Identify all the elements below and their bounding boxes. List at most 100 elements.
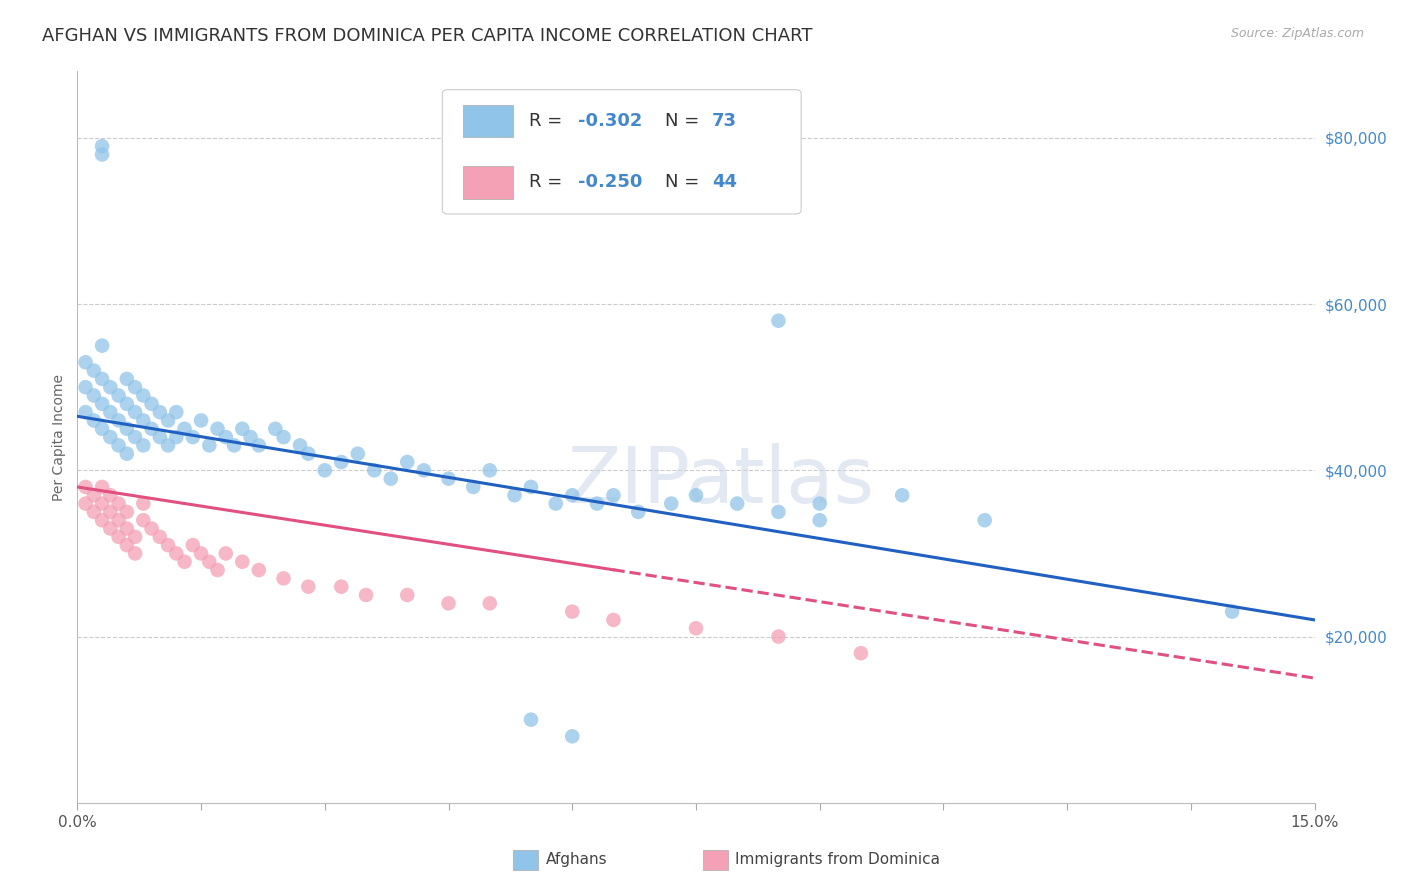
Point [288, 438, 311, 452]
Point [141, 521, 163, 535]
Point [181, 538, 204, 552]
Point [273, 571, 295, 585]
Point [91, 372, 114, 386]
Point [198, 438, 221, 452]
Point [768, 505, 790, 519]
Point [83, 488, 105, 502]
Point [412, 463, 434, 477]
Point [190, 413, 212, 427]
Point [231, 555, 253, 569]
Point [165, 546, 187, 560]
Point [544, 497, 567, 511]
Point [75, 497, 97, 511]
Point [239, 430, 262, 444]
Point [83, 363, 105, 377]
Point [198, 555, 221, 569]
Text: AFGHAN VS IMMIGRANTS FROM DOMINICA PER CAPITA INCOME CORRELATION CHART: AFGHAN VS IMMIGRANTS FROM DOMINICA PER C… [42, 27, 813, 45]
Point [297, 447, 319, 461]
Bar [464, 167, 513, 199]
Point [520, 713, 543, 727]
Point [149, 430, 172, 444]
Point [91, 480, 114, 494]
Y-axis label: Per Capita Income: Per Capita Income [52, 374, 66, 500]
Point [83, 505, 105, 519]
Point [363, 463, 385, 477]
Point [768, 314, 790, 328]
Point [98, 488, 121, 502]
Point [561, 488, 583, 502]
Text: -0.302: -0.302 [578, 112, 643, 130]
Point [91, 497, 114, 511]
Point [107, 513, 129, 527]
Point [98, 521, 121, 535]
Point [124, 430, 146, 444]
Point [91, 139, 114, 153]
Point [478, 463, 501, 477]
Point [396, 455, 419, 469]
Point [561, 729, 583, 743]
Point [75, 480, 97, 494]
Point [602, 613, 624, 627]
Point [107, 530, 129, 544]
Point [124, 530, 146, 544]
Point [107, 388, 129, 402]
Text: Immigrants from Dominica: Immigrants from Dominica [735, 853, 941, 867]
Point [215, 546, 238, 560]
Point [561, 605, 583, 619]
Text: Afghans: Afghans [546, 853, 607, 867]
Point [124, 380, 146, 394]
Point [627, 505, 650, 519]
Point [115, 447, 138, 461]
Point [520, 480, 543, 494]
Point [247, 563, 270, 577]
Point [264, 422, 287, 436]
Point [808, 497, 831, 511]
Bar [464, 105, 513, 137]
Point [141, 422, 163, 436]
Point [849, 646, 872, 660]
Point [725, 497, 748, 511]
Point [75, 405, 97, 419]
Point [586, 497, 609, 511]
Point [330, 580, 353, 594]
Point [190, 546, 212, 560]
Point [768, 630, 790, 644]
Point [503, 488, 526, 502]
Point [115, 397, 138, 411]
Point [98, 430, 121, 444]
Point [98, 405, 121, 419]
Text: 73: 73 [711, 112, 737, 130]
Point [115, 422, 138, 436]
Point [602, 488, 624, 502]
Point [157, 438, 180, 452]
Point [437, 596, 460, 610]
Text: R =: R = [529, 112, 568, 130]
Text: N =: N = [665, 173, 704, 191]
Text: R =: R = [529, 173, 568, 191]
Text: Source: ZipAtlas.com: Source: ZipAtlas.com [1230, 27, 1364, 40]
Point [330, 455, 353, 469]
Point [98, 505, 121, 519]
Point [157, 413, 180, 427]
Point [231, 422, 253, 436]
Point [132, 438, 155, 452]
Point [463, 480, 485, 494]
Point [98, 380, 121, 394]
Point [107, 413, 129, 427]
Point [354, 588, 377, 602]
Point [685, 488, 707, 502]
Point [396, 588, 419, 602]
Point [891, 488, 914, 502]
Point [115, 521, 138, 535]
Point [141, 397, 163, 411]
Point [91, 339, 114, 353]
FancyBboxPatch shape [443, 90, 801, 214]
Point [659, 497, 682, 511]
Point [107, 438, 129, 452]
Point [181, 430, 204, 444]
Point [207, 563, 229, 577]
Point [91, 397, 114, 411]
Point [437, 472, 460, 486]
Point [75, 355, 97, 369]
Point [83, 388, 105, 402]
